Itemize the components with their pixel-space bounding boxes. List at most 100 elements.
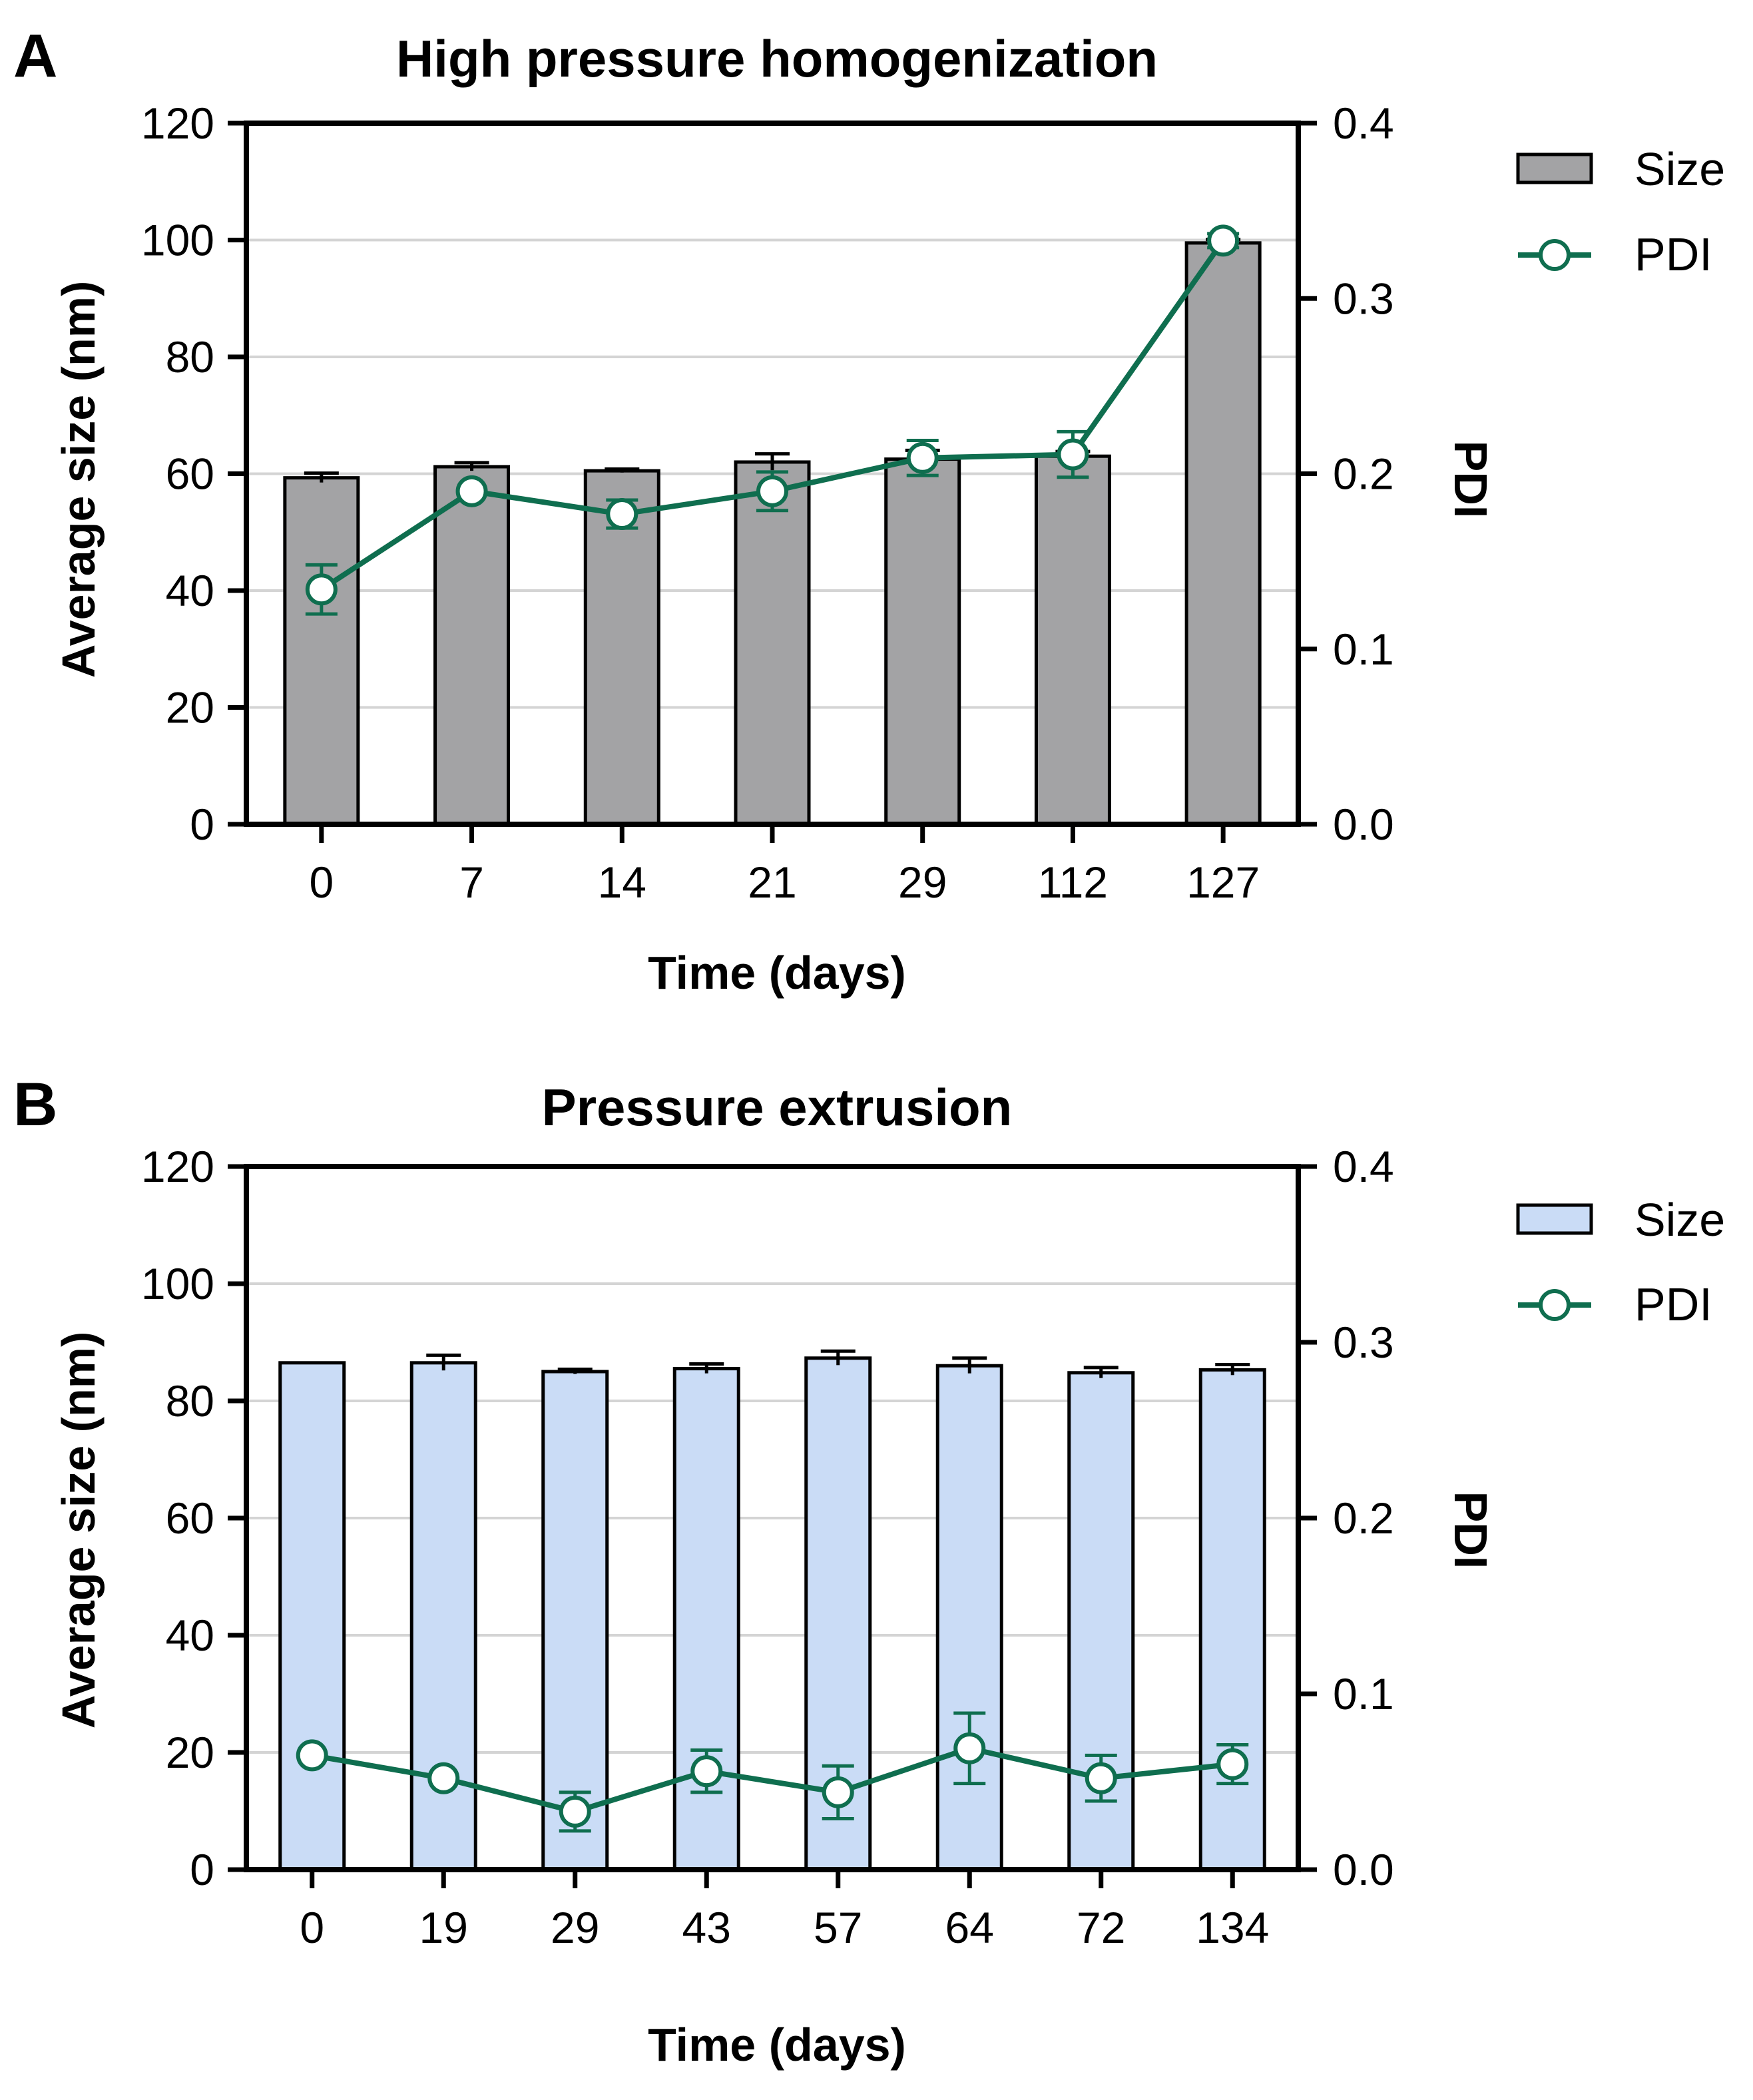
pdi-point: [756, 475, 788, 507]
y2-axis-label: PDI: [1445, 441, 1497, 519]
panel-letter: B: [13, 1071, 57, 1139]
left-tick-label: 80: [166, 332, 214, 382]
left-tick-label: 60: [166, 449, 214, 499]
legend-size-label: Size: [1634, 1194, 1725, 1246]
x-tick-label: 57: [814, 1903, 862, 1952]
x-tick-label: 19: [419, 1903, 468, 1952]
legend-pdi-label: PDI: [1634, 228, 1712, 280]
legend-size-swatch: [1516, 152, 1593, 184]
pdi-point: [822, 1776, 854, 1808]
pdi-point: [690, 1755, 723, 1788]
right-tick-label: 0.0: [1333, 800, 1394, 849]
chart-title: High pressure homogenization: [396, 29, 1158, 88]
x-tick-label: 14: [598, 858, 646, 907]
right-tick-label: 0.2: [1333, 449, 1394, 499]
left-tick-label: 20: [166, 1728, 214, 1777]
left-tick-label: 40: [166, 566, 214, 615]
x-axis-ticks: 0 7 14 21 29 112 127: [309, 824, 1260, 907]
right-tick-label: 0.1: [1333, 1669, 1394, 1718]
legend-pdi-marker: [1539, 1289, 1571, 1321]
size-bar: [734, 460, 811, 826]
pdi-line: [296, 1711, 1249, 1833]
left-tick-label: 120: [141, 1142, 214, 1191]
pdi-point: [1216, 1748, 1249, 1780]
pdi-point: [296, 1739, 328, 1772]
y-axis-label: Average size (nm): [53, 1332, 105, 1729]
left-tick-label: 20: [166, 683, 214, 732]
x-axis-label: Time (days): [648, 947, 906, 999]
gridlines: [246, 1282, 1298, 1754]
right-tick-label: 0.4: [1333, 1142, 1394, 1191]
pdi-point: [953, 1732, 986, 1764]
right-axis-ticks: 0.0 0.1 0.2 0.3 0.4: [1298, 99, 1394, 849]
x-tick-label: 29: [898, 858, 947, 907]
size-bar: [672, 1367, 740, 1872]
left-tick-label: 100: [141, 1259, 214, 1308]
right-tick-label: 0.3: [1333, 1318, 1394, 1367]
right-tick-label: 0.0: [1333, 1845, 1394, 1894]
size-bar: [935, 1364, 1003, 1872]
size-bar: [884, 457, 961, 826]
x-tick-label: 64: [945, 1903, 994, 1952]
size-bars: [278, 1356, 1266, 1872]
size-error-bars: [304, 238, 1241, 483]
pdi-line: [305, 224, 1240, 616]
size-bar: [283, 476, 360, 826]
left-tick-label: 0: [190, 1845, 214, 1894]
size-bars: [283, 241, 1262, 826]
size-error-bars: [426, 1349, 1250, 1378]
left-tick-label: 0: [190, 800, 214, 849]
panel-letter: A: [13, 22, 57, 90]
pdi-point: [305, 573, 338, 606]
legend: Size PDI: [1516, 1194, 1725, 1330]
x-tick-label: 134: [1196, 1903, 1269, 1952]
x-tick-label: 7: [459, 858, 484, 907]
left-axis-ticks: 0 20 40 60 80 100 120: [141, 99, 246, 849]
pdi-point: [1057, 438, 1089, 471]
y2-axis-label: PDI: [1445, 1491, 1497, 1569]
y-axis-label: Average size (nm): [53, 281, 105, 678]
x-tick-label: 112: [1038, 858, 1108, 907]
x-tick-label: 21: [748, 858, 796, 907]
pdi-point: [559, 1795, 591, 1828]
size-bar: [278, 1361, 346, 1872]
x-axis-label: Time (days): [648, 2019, 906, 2071]
left-axis-ticks: 0 20 40 60 80 100 120: [141, 1142, 246, 1894]
size-bar: [1198, 1368, 1266, 1872]
legend-pdi-marker: [1539, 239, 1571, 271]
x-tick-label: 29: [551, 1903, 599, 1952]
x-tick-label: 43: [682, 1903, 731, 1952]
left-tick-label: 60: [166, 1493, 214, 1543]
pdi-point: [455, 475, 488, 507]
x-tick-label: 127: [1186, 858, 1260, 907]
pdi-series-line: [312, 1745, 1233, 1814]
panel-b: B Pressure extrusion 0 20 40 60 80 100 120 0.0…: [13, 1071, 1725, 2071]
pdi-point: [427, 1762, 460, 1794]
size-bar: [1184, 241, 1262, 826]
right-tick-label: 0.3: [1333, 274, 1394, 323]
right-tick-label: 0.1: [1333, 625, 1394, 674]
panel-a: A High pressure homogenization 0 20 40 60 80…: [13, 22, 1725, 999]
right-tick-label: 0.2: [1333, 1493, 1394, 1543]
left-tick-label: 100: [141, 216, 214, 265]
legend-size-label: Size: [1634, 143, 1725, 195]
x-tick-label: 72: [1077, 1903, 1125, 1952]
right-tick-label: 0.4: [1333, 99, 1394, 148]
legend-size-swatch: [1516, 1203, 1593, 1235]
x-tick-label: 0: [309, 858, 334, 907]
pdi-point: [906, 441, 939, 474]
pdi-point: [1207, 224, 1240, 257]
pdi-point: [1085, 1762, 1117, 1794]
left-tick-label: 120: [141, 99, 214, 148]
pdi-point: [606, 498, 638, 531]
chart-title: Pressure extrusion: [542, 1078, 1013, 1137]
size-bar: [433, 465, 511, 826]
right-axis-ticks: 0.0 0.1 0.2 0.3 0.4: [1298, 1142, 1394, 1894]
legend: Size PDI: [1516, 143, 1725, 280]
left-tick-label: 40: [166, 1611, 214, 1660]
size-bar: [1034, 454, 1111, 826]
left-tick-label: 80: [166, 1376, 214, 1426]
x-tick-label: 0: [300, 1903, 324, 1952]
legend-pdi-label: PDI: [1634, 1278, 1712, 1330]
